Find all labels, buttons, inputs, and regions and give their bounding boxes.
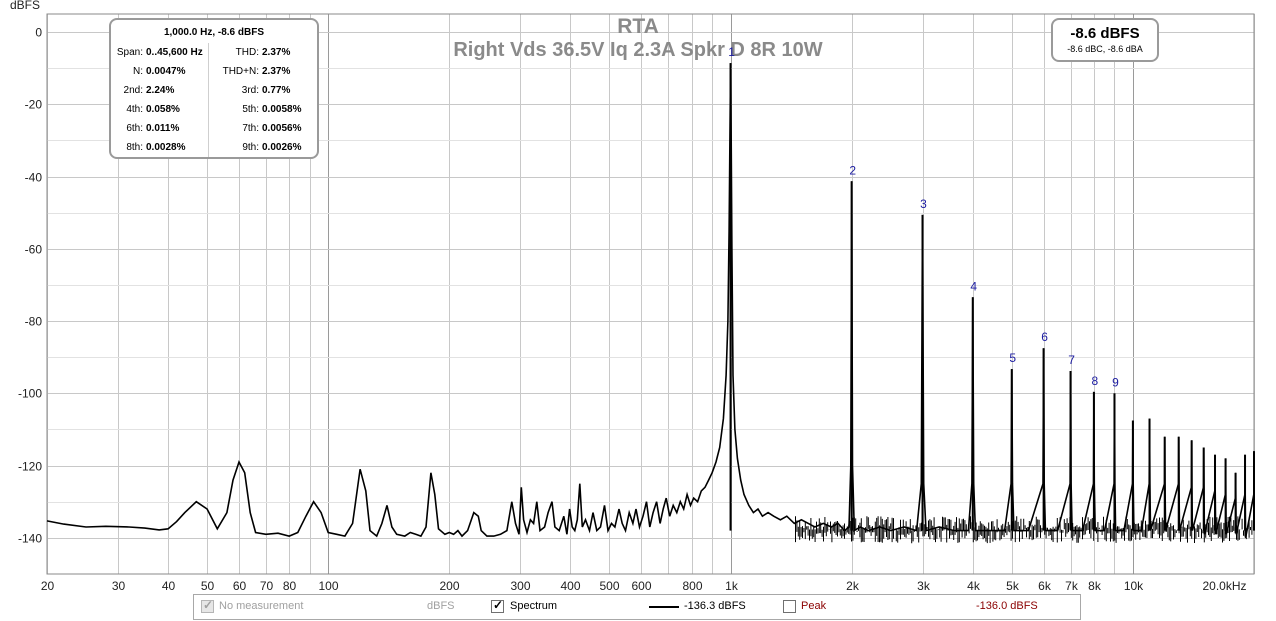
x-tick-label: 70	[260, 579, 274, 593]
no-measurement-checkbox[interactable]: ✓	[201, 598, 214, 613]
harmonic-label: 7	[1068, 353, 1075, 367]
y-tick-label: -140	[18, 532, 42, 546]
harmonic-label: 6	[1041, 330, 1048, 344]
harmonic-label: 8	[1092, 374, 1099, 388]
x-tick-label: 30	[112, 579, 126, 593]
stats-cell-v1: 2.24%	[146, 81, 209, 100]
y-tick-label: 0	[35, 26, 42, 40]
stats-cell-v2: 0.0026%	[262, 142, 302, 153]
x-tick-label: 600	[631, 579, 651, 593]
harmonic-label: 1	[728, 45, 735, 59]
stats-cell-k2: THD:	[235, 47, 259, 58]
x-tick-label: 50	[201, 579, 215, 593]
chart-subtitle: Right Vds 36.5V Iq 2.3A Spkr D 8R 10W	[453, 39, 822, 61]
spectrum-checkbox[interactable]: ✓	[491, 598, 504, 613]
stats-row: 8th: 0.0028% 9th: 0.0026%	[113, 138, 312, 157]
no-measurement-label: No measurement	[219, 600, 304, 612]
level-sub: -8.6 dBC, -8.6 dBA	[1067, 44, 1143, 54]
x-tick-label: 2k	[846, 579, 860, 593]
stats-cell-v2: 0.77%	[262, 85, 291, 96]
spectrum-value: -136.3 dBFS	[684, 600, 746, 612]
stats-cell-v1: 0.011%	[146, 119, 209, 138]
legend-bar: ✓ No measurement dBFS ✓ Spectrum -136.3 …	[193, 594, 1081, 620]
y-tick-label: -120	[18, 460, 42, 474]
x-tick-label: 6k	[1038, 579, 1052, 593]
stats-cell-k1: 2nd:	[123, 85, 143, 96]
plot-frame	[46, 13, 1255, 575]
x-tick-label: 10k	[1124, 579, 1144, 593]
stats-row: 6th: 0.011% 7th: 0.0056%	[113, 119, 312, 138]
stats-row: 4th: 0.058% 5th: 0.0058%	[113, 100, 312, 119]
y-tick-label: -60	[25, 243, 43, 257]
stats-cell-v2: 0.0056%	[262, 123, 302, 134]
peak-label: Peak	[801, 600, 827, 612]
y-tick-label: -20	[25, 98, 43, 112]
y-tick-label: -100	[18, 387, 42, 401]
stats-cell-v1: 0..45,600 Hz	[146, 43, 209, 62]
stats-cell-v2: 0.0058%	[262, 104, 302, 115]
x-tick-label: 1k	[725, 579, 739, 593]
y-axis-label: dBFS	[10, 0, 40, 12]
peak-value: -136.0 dBFS	[976, 600, 1038, 612]
x-tick-label: 3k	[917, 579, 931, 593]
stats-row: Span: 0..45,600 Hz THD: 2.37%	[113, 43, 312, 62]
stats-cell-k1: N:	[133, 66, 143, 77]
stats-row: 2nd: 2.24% 3rd: 0.77%	[113, 81, 312, 100]
stats-cell-k2: 9th:	[242, 142, 259, 153]
x-tick-label: 300	[510, 579, 530, 593]
peak-checkbox[interactable]	[783, 600, 796, 613]
x-tick-label: 500	[599, 579, 619, 593]
noise-floor	[795, 516, 1253, 544]
x-tick-label: 60	[233, 579, 247, 593]
stats-cell-k2: THD+N:	[222, 66, 259, 77]
x-tick-label: 4k	[967, 579, 981, 593]
stats-cell-v1: 0.0028%	[146, 138, 209, 157]
level-main: -8.6 dBFS	[1070, 25, 1140, 42]
stats-table: Span: 0..45,600 Hz THD: 2.37% N: 0.0047% THD+N…	[113, 43, 312, 157]
x-tick-label: 40	[162, 579, 176, 593]
x-tick-label: 5k	[1006, 579, 1020, 593]
harmonic-label: 4	[970, 279, 977, 293]
chart-title: RTA	[617, 15, 659, 38]
stats-cell-k2: 7th:	[242, 123, 259, 134]
x-tick-label: 7k	[1065, 579, 1079, 593]
harmonic-label: 9	[1112, 375, 1119, 389]
stats-header: 1,000.0 Hz, -8.6 dBFS	[163, 27, 265, 38]
y-tick-label: -80	[25, 315, 43, 329]
level-readout-panel[interactable]: -8.6 dBFS -8.6 dBC, -8.6 dBA	[1051, 18, 1159, 62]
harmonic-label: 2	[849, 163, 856, 177]
stats-cell-k2: 5th:	[242, 104, 259, 115]
stats-cell-k2: 3rd:	[241, 85, 259, 96]
stats-row: N: 0.0047% THD+N: 2.37%	[113, 62, 312, 81]
x-tick-label: 20	[41, 579, 55, 593]
stats-cell-v2: 2.37%	[262, 47, 291, 58]
x-tick-label: 100	[318, 579, 338, 593]
x-tick-label: 20.0kHz	[1202, 579, 1246, 593]
stats-cell-v1: 0.058%	[146, 100, 209, 119]
x-tick-label: 800	[682, 579, 702, 593]
spectrum-label: Spectrum	[510, 600, 558, 612]
x-tick-label: 200	[439, 579, 459, 593]
stats-cell-k1: 4th:	[126, 104, 143, 115]
spectrum-swatch	[649, 606, 679, 608]
harmonic-label: 3	[920, 197, 927, 211]
stats-cell-k1: 6th:	[126, 123, 143, 134]
x-tick-label: 80	[283, 579, 297, 593]
spectrum-series	[46, 63, 1255, 544]
distortion-stats-panel[interactable]: 1,000.0 Hz, -8.6 dBFS Span: 0..45,600 Hz T…	[109, 18, 319, 159]
y-tick-label: -40	[25, 171, 43, 185]
tick-labels: 20 30 40 50 60 70 80 100 200 300 400 500 600 800 1k 2k 3…	[18, 26, 1247, 594]
stats-cell-v1: 0.0047%	[146, 62, 209, 81]
x-tick-label: 8k	[1088, 579, 1102, 593]
harmonic-label: 5	[1009, 351, 1016, 365]
stats-cell-k1: 8th:	[126, 142, 143, 153]
no-measurement-unit: dBFS	[427, 600, 455, 612]
stats-cell-k1: Span:	[116, 47, 143, 58]
x-tick-label: 400	[560, 579, 580, 593]
harmonic-labels: 1 2 3 4 5 6 7 8 9	[728, 45, 1119, 389]
stats-cell-v2: 2.37%	[262, 66, 291, 77]
